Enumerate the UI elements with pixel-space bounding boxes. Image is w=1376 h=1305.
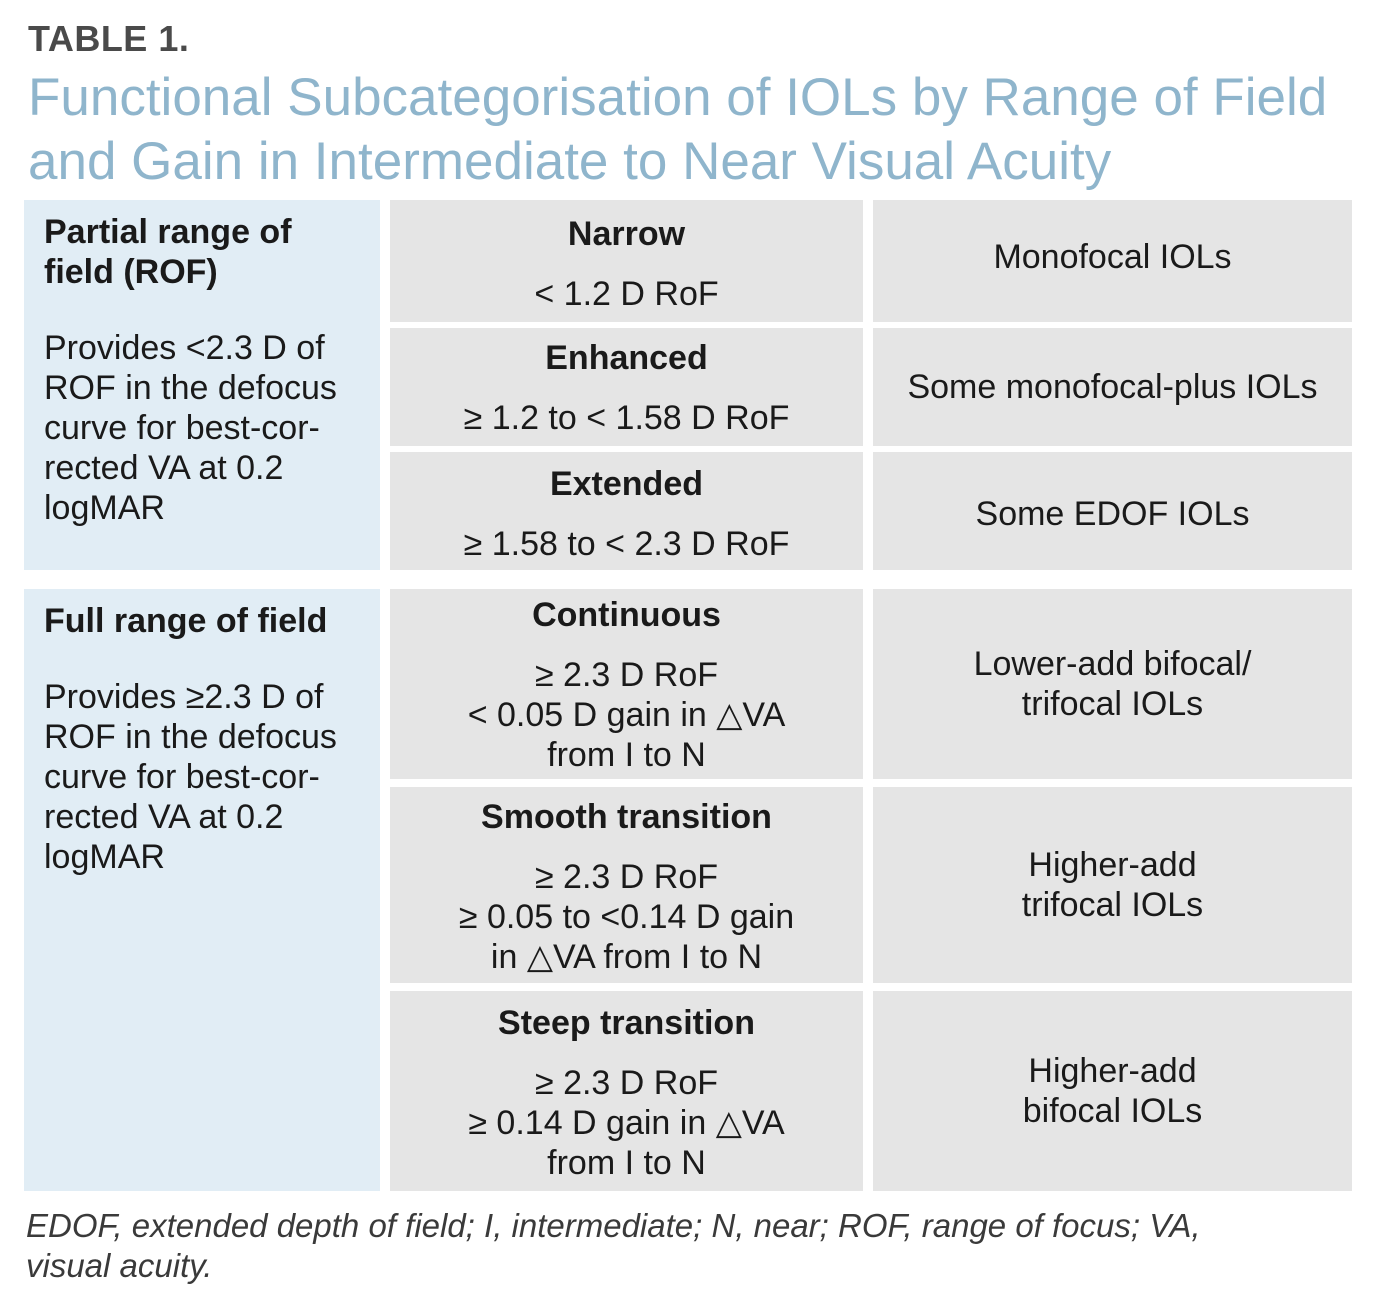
category-cell-extended: Extended ≥ 1.58 to < 2.3 D RoF: [390, 452, 863, 570]
category-title: Steep transition: [498, 1004, 755, 1042]
table-footnote: EDOF, extended depth of field; I, interm…: [26, 1207, 1201, 1284]
iol-cell-narrow: Monofocal IOLs: [873, 200, 1352, 322]
category-title: Narrow: [567, 215, 686, 253]
group-description-cell: Full range of field Provides ≥2.3 D of R…: [24, 589, 380, 1191]
iol-cell-steep-transition: Higher-add bifocal IOLs: [873, 991, 1352, 1191]
table-label: TABLE 1.: [28, 18, 190, 59]
category-range: ≥ 2.3 D RoF < 0.05 D gain in △VA from I …: [467, 656, 786, 774]
group-description-cell: Partial range of field (ROF) Provides <2…: [24, 200, 380, 570]
category-cell-smooth-transition: Smooth transition ≥ 2.3 D RoF ≥ 0.05 to …: [390, 787, 863, 983]
category-range: ≥ 1.2 to < 1.58 D RoF: [463, 399, 790, 437]
category-range: ≥ 2.3 D RoF ≥ 0.05 to <0.14 D gain in △V…: [458, 858, 795, 976]
iol-cell-smooth-transition: Higher-add trifocal IOLs: [873, 787, 1352, 983]
category-range: < 1.2 D RoF: [534, 275, 719, 313]
table-title: Functional Subcategorisation of IOLs by …: [28, 68, 1328, 191]
category-cell-steep-transition: Steep transition ≥ 2.3 D RoF ≥ 0.14 D ga…: [390, 991, 863, 1191]
category-title: Smooth transition: [481, 798, 772, 836]
category-cell-continuous: Continuous ≥ 2.3 D RoF < 0.05 D gain in …: [390, 589, 863, 779]
iol-cell-enhanced: Some monofocal-plus IOLs: [873, 328, 1352, 446]
category-title: Enhanced: [545, 339, 708, 377]
group-heading: Full range of field: [44, 602, 328, 640]
group-heading: Partial range of field (ROF): [44, 213, 292, 291]
category-cell-narrow: Narrow < 1.2 D RoF: [390, 200, 863, 322]
group-description: Provides ≥2.3 D of ROF in the defocus cu…: [44, 678, 337, 876]
iol-cell-extended: Some EDOF IOLs: [873, 452, 1352, 570]
category-title: Extended: [549, 465, 704, 503]
iol-cell-continuous: Lower-add bifocal/ trifocal IOLs: [873, 589, 1352, 779]
group-description: Provides <2.3 D of ROF in the defocus cu…: [44, 329, 337, 527]
category-cell-enhanced: Enhanced ≥ 1.2 to < 1.58 D RoF: [390, 328, 863, 446]
category-title: Continuous: [532, 596, 721, 634]
category-range: ≥ 1.58 to < 2.3 D RoF: [463, 525, 790, 563]
category-range: ≥ 2.3 D RoF ≥ 0.14 D gain in △VA from I …: [468, 1064, 785, 1182]
